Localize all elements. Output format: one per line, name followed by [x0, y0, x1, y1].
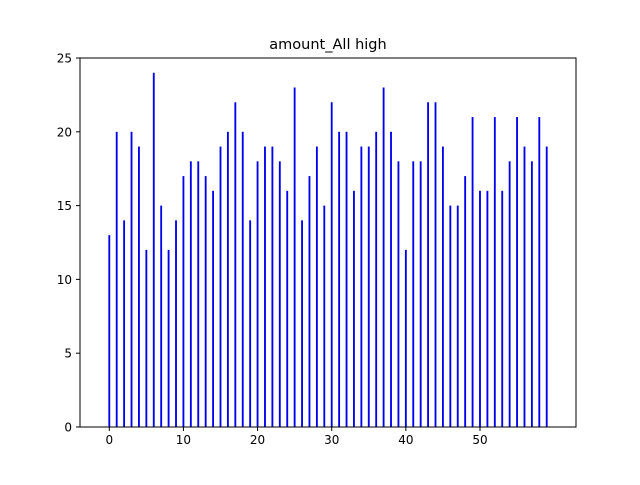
- bar: [204, 176, 207, 427]
- bar: [330, 102, 333, 427]
- y-tick-label: 25: [57, 52, 72, 66]
- bar: [390, 131, 392, 428]
- y-tick-label: 5: [64, 347, 72, 361]
- bar: [264, 146, 266, 427]
- bar: [138, 146, 140, 427]
- bar: [523, 146, 526, 427]
- y-axis: 0 5 10 15 20 25: [57, 52, 80, 435]
- bar: [419, 161, 422, 427]
- bar: [441, 146, 444, 427]
- bar: [486, 190, 489, 427]
- bar: [212, 190, 215, 427]
- bar: [130, 131, 133, 428]
- bar: [427, 102, 430, 427]
- bar: [545, 146, 548, 427]
- bar: [516, 117, 518, 427]
- bar: [345, 131, 348, 428]
- bar: [278, 161, 281, 427]
- x-tick-label: 0: [105, 433, 113, 447]
- bar: [353, 190, 355, 427]
- bar: [493, 117, 496, 427]
- bar: [123, 220, 126, 427]
- bar: [197, 161, 200, 427]
- bars-group: [108, 72, 548, 428]
- y-tick-label: 0: [64, 421, 72, 435]
- bar: [249, 220, 252, 427]
- bar: [160, 205, 163, 427]
- bar: [256, 161, 259, 427]
- y-tick-label: 15: [57, 199, 72, 213]
- y-tick-label: 10: [57, 273, 72, 287]
- bar: [501, 190, 504, 427]
- x-tick-label: 10: [176, 433, 191, 447]
- x-tick-label: 20: [250, 433, 265, 447]
- bar: [367, 146, 370, 427]
- bar: [530, 161, 533, 427]
- bar: [404, 249, 407, 427]
- bar: [434, 102, 437, 427]
- bar: [115, 131, 118, 428]
- bar: [293, 87, 296, 428]
- x-tick-label: 50: [472, 433, 487, 447]
- bar: [456, 205, 459, 427]
- bar: [108, 235, 111, 427]
- x-tick-label: 30: [324, 433, 339, 447]
- bar: [471, 117, 474, 427]
- bar: [538, 117, 541, 427]
- bar: [508, 161, 511, 427]
- bar: [219, 146, 222, 427]
- bar: [412, 161, 415, 427]
- bar: [323, 205, 326, 427]
- bar: [152, 72, 155, 427]
- bar: [382, 87, 385, 428]
- bar: [189, 161, 192, 427]
- bar: [464, 176, 467, 427]
- bar: [167, 249, 170, 427]
- bar: [182, 176, 185, 427]
- bar: [397, 161, 400, 427]
- bar: [308, 176, 311, 427]
- bar: [226, 131, 229, 428]
- chart-title: amount_All high: [269, 37, 386, 53]
- bar: [360, 146, 363, 427]
- bar: [234, 102, 237, 427]
- bar: [338, 131, 341, 428]
- y-tick-label: 20: [57, 125, 72, 139]
- bar: [449, 205, 452, 427]
- plot-area-frame: [79, 57, 577, 428]
- x-tick-label: 40: [398, 433, 413, 447]
- bar: [241, 131, 244, 428]
- bar: [145, 249, 148, 427]
- bar: [175, 220, 177, 427]
- bar: [315, 146, 318, 427]
- bar: [375, 131, 378, 428]
- bar: [286, 190, 289, 427]
- bar: [479, 190, 481, 427]
- bar: [301, 220, 303, 427]
- x-axis: 0 10 20 30 40 50: [105, 427, 488, 447]
- bar: [271, 146, 274, 427]
